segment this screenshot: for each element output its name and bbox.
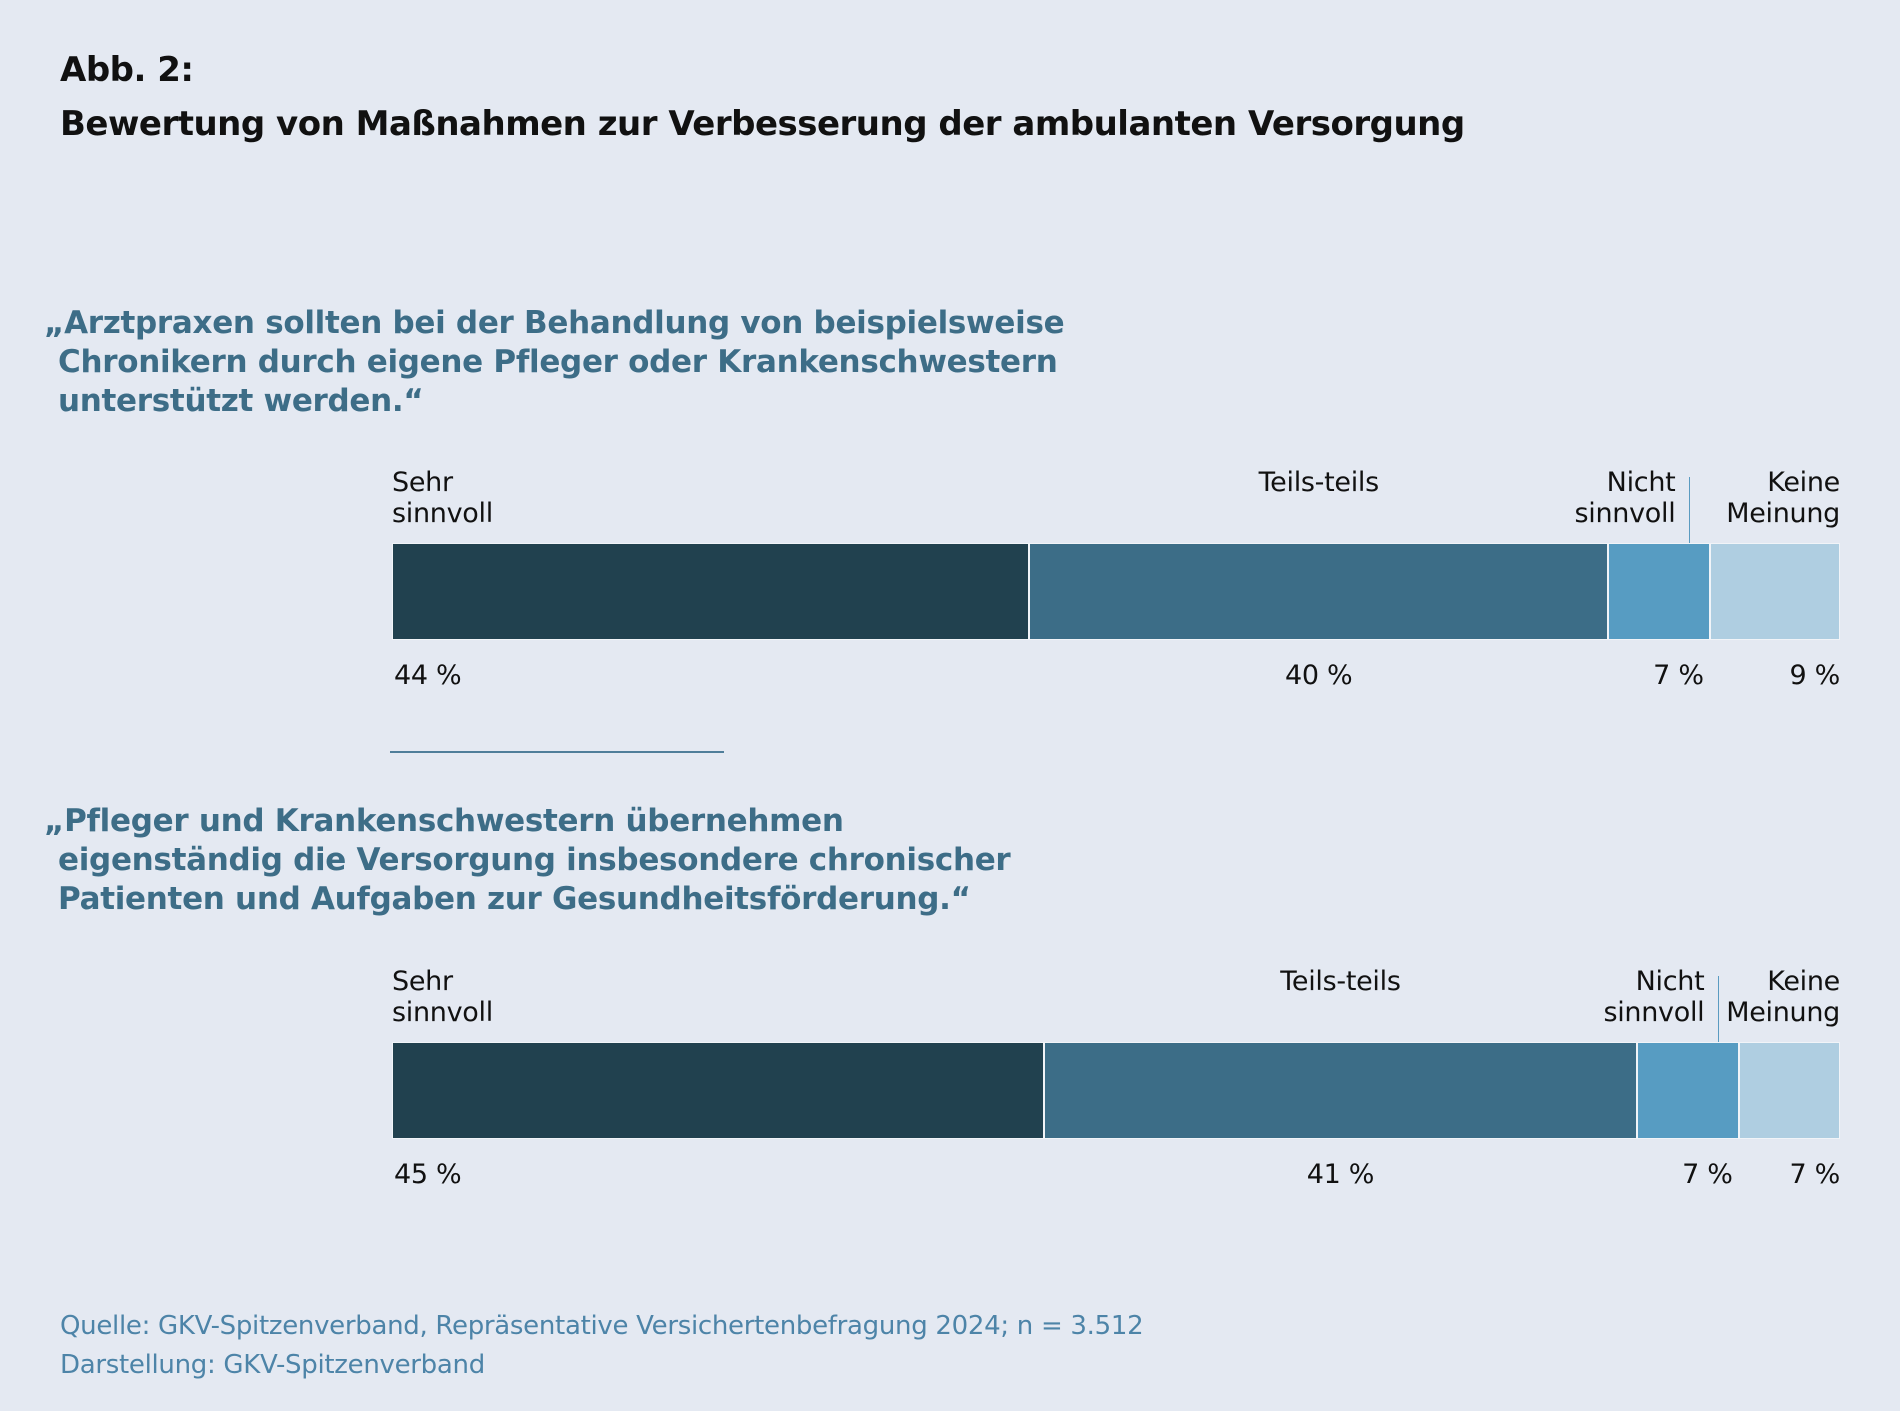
value-label-nicht-sinnvoll: 7 % xyxy=(1653,660,1704,691)
category-label-keine-meinung: Keine Meinung xyxy=(1726,467,1840,529)
bar-segment-teils-teils xyxy=(1029,543,1609,640)
chart-title: Bewertung von Maßnahmen zur Verbesserung… xyxy=(60,104,1465,144)
section-divider xyxy=(390,751,724,753)
leader-line-nicht-sinnvoll xyxy=(1718,976,1720,1042)
category-label-line: sinnvoll xyxy=(1603,997,1705,1028)
value-label-teils-teils: 41 % xyxy=(1306,1159,1375,1190)
value-label-nicht-sinnvoll: 7 % xyxy=(1682,1159,1733,1190)
leader-line-nicht-sinnvoll xyxy=(1689,477,1691,543)
category-label-teils-teils: Teils-teils xyxy=(1258,467,1380,498)
bar-segment-keine-meinung xyxy=(1738,1042,1840,1139)
question-1-line-1: „Arztpraxen sollten bei der Behandlung v… xyxy=(44,305,1065,341)
category-label-line: Keine xyxy=(1767,467,1840,498)
question-2-line-1: „Pfleger und Krankenschwestern übernehme… xyxy=(44,803,844,839)
bar-segment-nicht-sinnvoll xyxy=(1608,543,1710,640)
question-1-text: „Arztpraxen sollten bei der Behandlung v… xyxy=(44,304,1065,421)
category-label-line: Meinung xyxy=(1726,498,1840,529)
question-1-line-2: Chronikern durch eigene Pfleger oder Kra… xyxy=(58,344,1058,380)
value-label-sehr-sinnvoll: 45 % xyxy=(394,1159,462,1190)
value-label-teils-teils: 40 % xyxy=(1285,660,1353,691)
bar-segment-sehr-sinnvoll xyxy=(392,543,1030,640)
category-label-sehr-sinnvoll: Sehr sinnvoll xyxy=(392,467,493,529)
figure-label: Abb. 2: xyxy=(60,50,194,90)
bar-segment-teils-teils xyxy=(1043,1042,1638,1139)
category-label-nicht-sinnvoll: Nicht sinnvoll xyxy=(1575,467,1676,529)
question-2-line-3: Patienten und Aufgaben zur Gesundheitsfö… xyxy=(58,881,971,917)
bar-segment-nicht-sinnvoll xyxy=(1637,1042,1739,1139)
category-label-line: Keine xyxy=(1767,966,1840,997)
category-label-line: Teils-teils xyxy=(1280,966,1401,997)
value-label-keine-meinung: 9 % xyxy=(1789,660,1840,691)
category-label-nicht-sinnvoll: Nicht sinnvoll xyxy=(1603,966,1704,1028)
source-note: Quelle: GKV-Spitzenverband, Repräsentati… xyxy=(60,1311,1144,1341)
category-label-line: Nicht xyxy=(1606,467,1676,498)
category-label-line: Nicht xyxy=(1635,966,1705,997)
category-label-teils-teils: Teils-teils xyxy=(1280,966,1401,997)
category-label-line: Sehr xyxy=(392,966,453,997)
category-label-line: Meinung xyxy=(1726,997,1840,1028)
question-2-text: „Pfleger und Krankenschwestern übernehme… xyxy=(44,802,1011,919)
value-label-sehr-sinnvoll: 44 % xyxy=(394,660,462,691)
stacked-bar-chart-2: Sehr sinnvoll 45 % Teils-teils 41 % Nicht sinn… xyxy=(0,961,1900,1201)
category-label-line: sinnvoll xyxy=(1574,498,1676,529)
question-2-line-2: eigenständig die Versorgung insbesondere… xyxy=(58,842,1011,878)
stacked-bar-chart-1: Sehr sinnvoll 44 % Teils-teils 40 % Nicht sinn… xyxy=(0,462,1900,702)
bar-segment-sehr-sinnvoll xyxy=(392,1042,1044,1139)
category-label-sehr-sinnvoll: Sehr sinnvoll xyxy=(392,966,493,1028)
category-label-keine-meinung: Keine Meinung xyxy=(1726,966,1840,1028)
category-label-line: sinnvoll xyxy=(392,997,493,1028)
question-1-line-3: unterstützt werden.“ xyxy=(58,383,424,419)
value-label-keine-meinung: 7 % xyxy=(1789,1159,1840,1190)
bar-segment-keine-meinung xyxy=(1709,543,1840,640)
category-label-line: Teils-teils xyxy=(1258,467,1380,498)
credit-note: Darstellung: GKV-Spitzenverband xyxy=(60,1350,485,1380)
category-label-line: sinnvoll xyxy=(392,498,493,529)
category-label-line: Sehr xyxy=(392,467,453,498)
